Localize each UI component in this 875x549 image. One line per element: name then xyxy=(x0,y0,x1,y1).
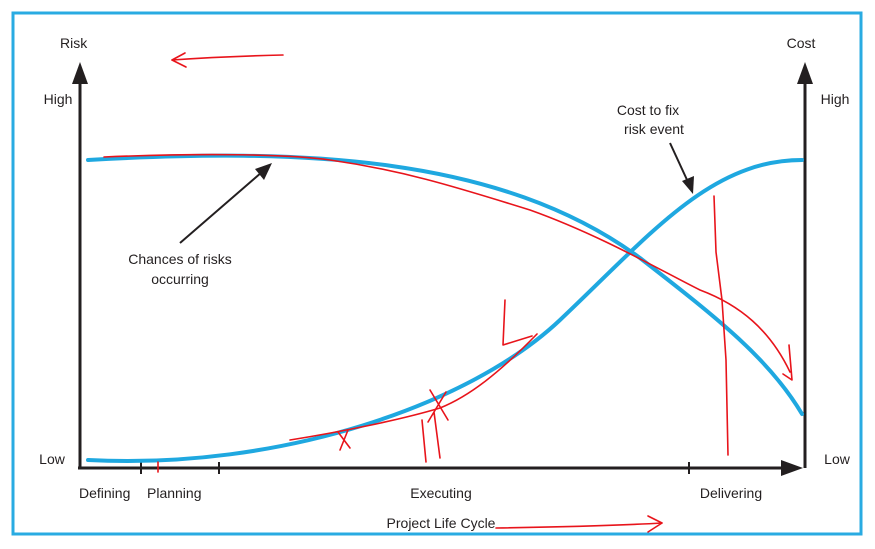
ink-arrowhead-bottom xyxy=(647,515,663,533)
ink-vertical-line xyxy=(713,195,729,456)
ink-arrowhead-right xyxy=(782,344,793,381)
ink-arrowhead-middle xyxy=(502,299,533,346)
ink-cross-large xyxy=(421,389,449,463)
cost-low-label: Low xyxy=(824,451,851,467)
ink-trace-cost-curve xyxy=(289,333,538,441)
x-axis-title: Project Life Cycle xyxy=(387,515,496,531)
ink-cross-small xyxy=(337,429,351,451)
cost-annotation-line2: risk event xyxy=(624,121,684,137)
diagram-frame xyxy=(11,11,863,536)
cost-to-fix-curve xyxy=(86,158,804,463)
risk-axis-arrowhead xyxy=(72,62,88,84)
phase-label-delivering: Delivering xyxy=(700,485,762,501)
phase-label-executing: Executing xyxy=(410,485,471,501)
ink-arrow-bottom xyxy=(495,522,663,529)
chances-of-risk-curve xyxy=(86,153,804,416)
risk-low-label: Low xyxy=(39,451,66,467)
cost-annotation-arrowhead xyxy=(682,176,694,194)
phase-label-planning: Planning xyxy=(147,485,202,501)
chances-annotation-arrowhead xyxy=(255,163,272,180)
cost-axis-arrowhead xyxy=(797,62,813,84)
ink-trace-risk-curve xyxy=(103,153,791,373)
ink-arrowhead-top-left xyxy=(171,52,187,68)
cost-axis-title: Cost xyxy=(787,35,816,51)
risk-axis-title: Risk xyxy=(60,35,88,51)
cost-high-label: High xyxy=(821,91,850,107)
lifecycle-axis-arrowhead xyxy=(781,460,803,476)
cost-annotation-pointer xyxy=(669,142,689,183)
risk-high-label: High xyxy=(44,91,73,107)
ink-annotations xyxy=(103,52,793,533)
cost-annotation-line1: Cost to fix xyxy=(617,102,679,118)
ink-arrow-top-left xyxy=(171,54,284,61)
phase-label-defining: Defining xyxy=(79,485,130,501)
chances-annotation-line1: Chances of risks xyxy=(128,251,231,267)
chances-annotation-pointer xyxy=(179,171,263,244)
chances-annotation-line2: occurring xyxy=(151,271,209,287)
